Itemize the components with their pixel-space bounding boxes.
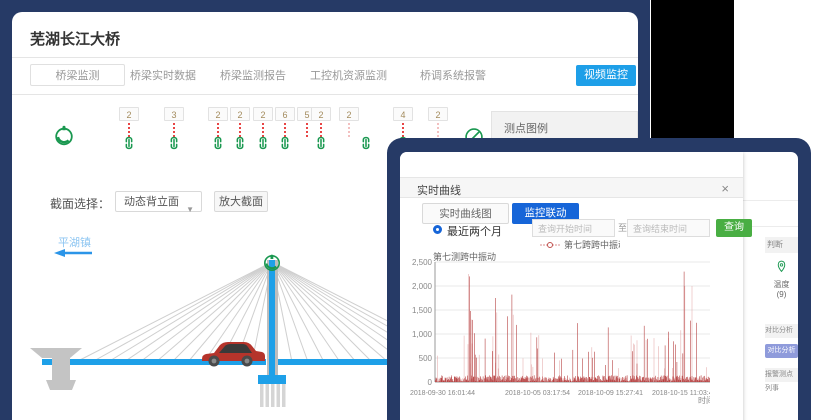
svg-text:2018-10-05 03:17:54: 2018-10-05 03:17:54 <box>505 390 570 397</box>
svg-text:0: 0 <box>428 378 433 387</box>
svg-text:2,000: 2,000 <box>412 282 433 291</box>
svg-text:1,500: 1,500 <box>412 306 433 315</box>
svg-text:2,500: 2,500 <box>412 258 433 267</box>
svg-text:1,000: 1,000 <box>412 330 433 339</box>
svg-text:2018-09-30 16:01:44: 2018-09-30 16:01:44 <box>410 390 475 397</box>
svg-text:第七跨跨中振动: 第七跨跨中振动 <box>564 240 620 250</box>
svg-text:2018-10-09 15:27:41: 2018-10-09 15:27:41 <box>578 390 643 397</box>
svg-text:时间: 时间 <box>698 395 710 405</box>
svg-text:500: 500 <box>419 354 433 363</box>
